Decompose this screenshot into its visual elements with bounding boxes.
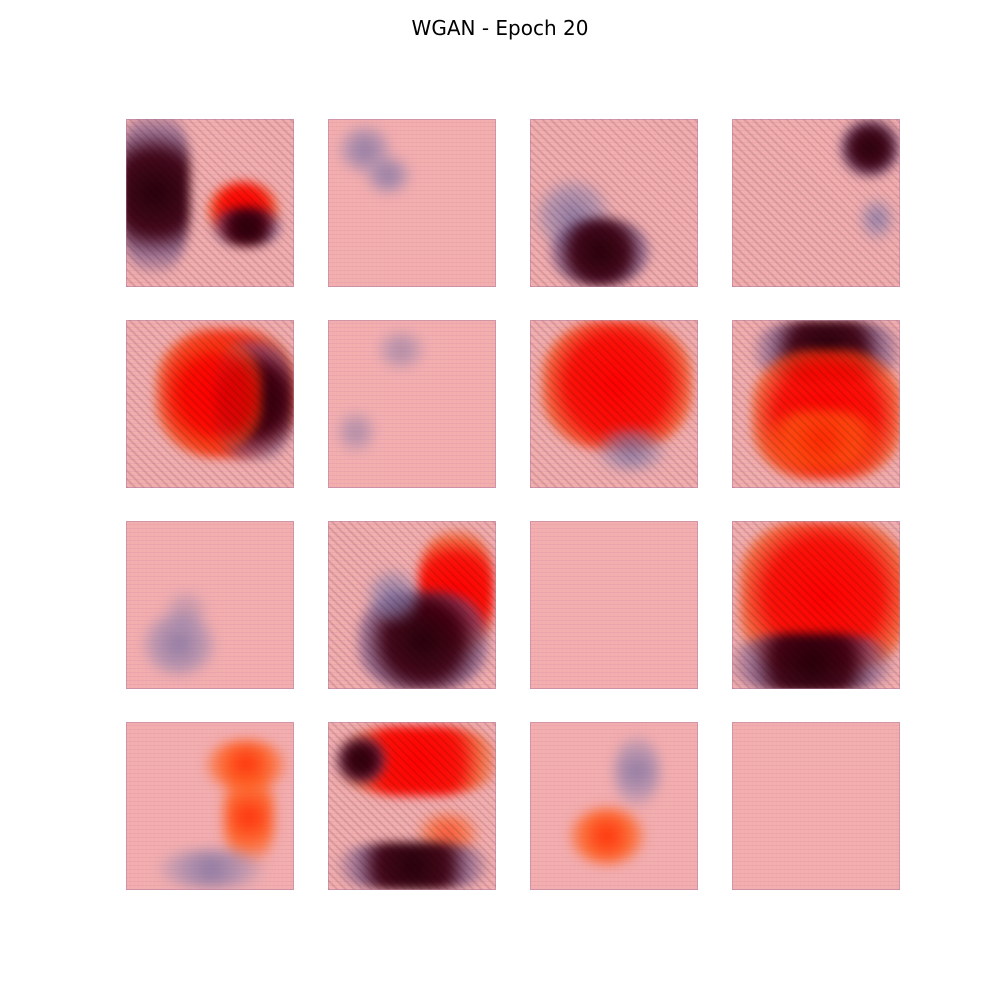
- sample-image-r1c3: [530, 119, 698, 287]
- sample-image-r1c1: [126, 119, 294, 287]
- sample-image-r2c2: [328, 320, 496, 488]
- sample-image-r4c4: [732, 722, 900, 890]
- sample-image-r2c3: [530, 320, 698, 488]
- sample-image-r2c4: [732, 320, 900, 488]
- sample-image-r3c3: [530, 521, 698, 689]
- sample-image-r4c2: [328, 722, 496, 890]
- sample-image-r3c1: [126, 521, 294, 689]
- figure-title: WGAN - Epoch 20: [411, 16, 589, 40]
- sample-image-r2c1: [126, 320, 294, 488]
- sample-image-r3c2: [328, 521, 496, 689]
- sample-image-r4c1: [126, 722, 294, 890]
- sample-image-r3c4: [732, 521, 900, 689]
- sample-image-r4c3: [530, 722, 698, 890]
- sample-image-r1c4: [732, 119, 900, 287]
- sample-image-r1c2: [328, 119, 496, 287]
